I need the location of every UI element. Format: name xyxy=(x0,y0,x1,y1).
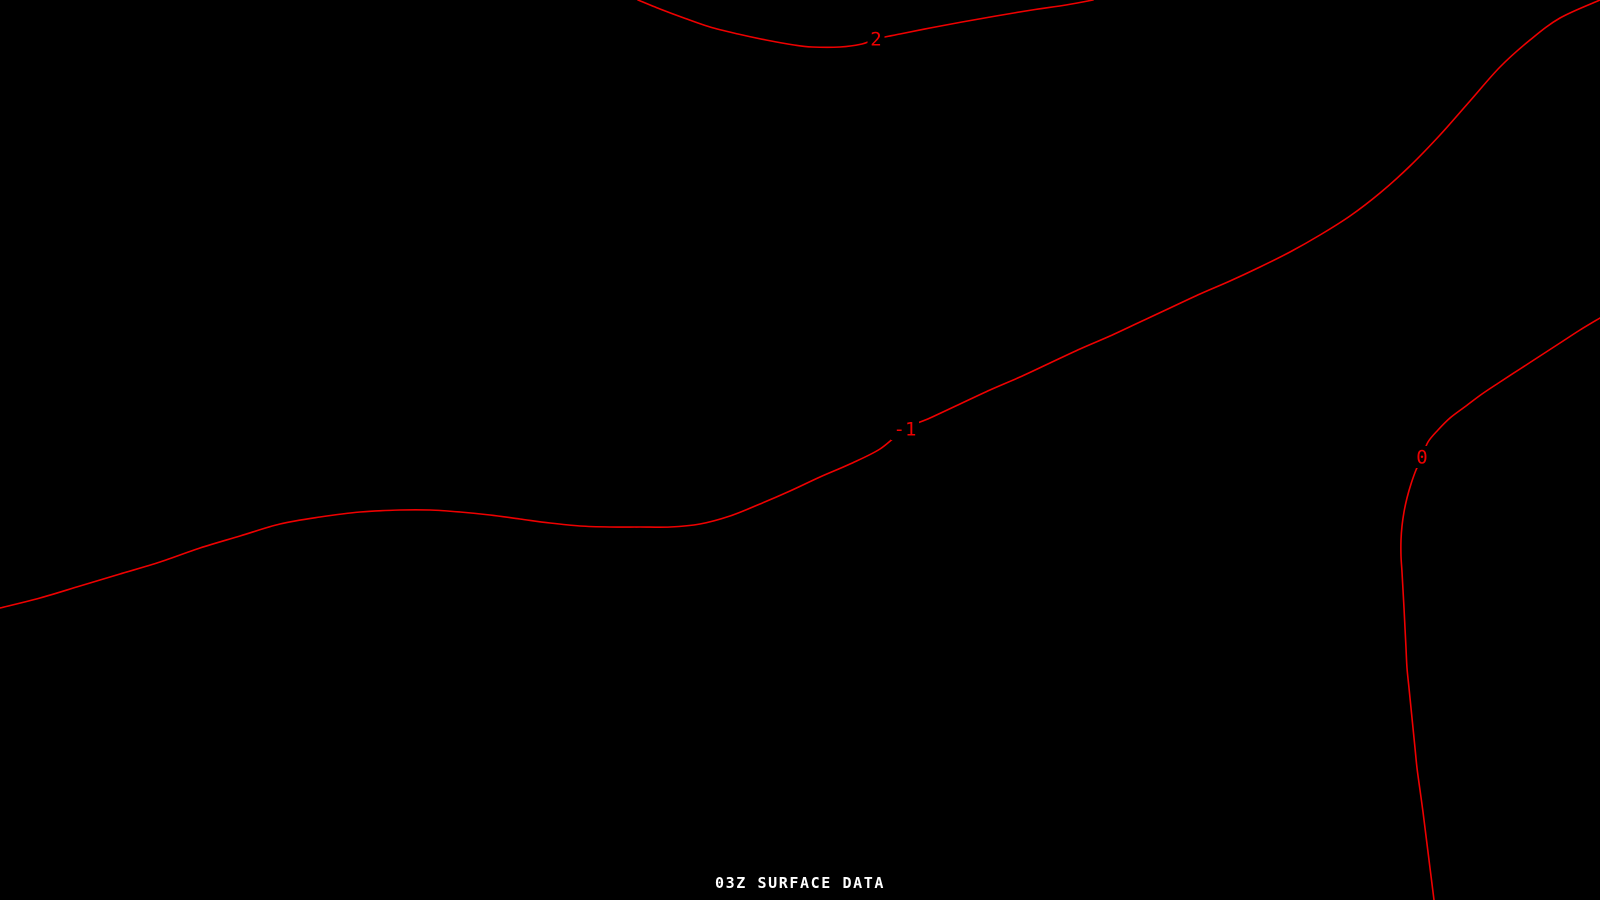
contour-labels-group: 2 -1 0 xyxy=(867,28,1431,469)
contour-label-mask xyxy=(867,28,885,50)
contour-label-contour-0: 0 xyxy=(1416,447,1427,469)
contour-label-mask xyxy=(1413,446,1431,468)
contour-label-contour-2: 2 xyxy=(870,29,881,51)
contour-label-contour-minus-1: -1 xyxy=(894,419,917,441)
contour-line-contour-0 xyxy=(1400,317,1600,900)
contour-line-contour-2 xyxy=(637,0,1094,49)
contour-line-contour-minus-1 xyxy=(0,0,1600,609)
contour-label-mask xyxy=(891,418,919,440)
